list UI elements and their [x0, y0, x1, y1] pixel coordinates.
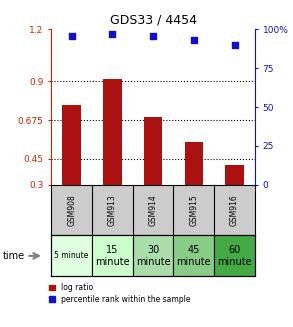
Text: GSM913: GSM913 — [108, 194, 117, 226]
Text: time: time — [3, 251, 25, 261]
Text: GSM916: GSM916 — [230, 194, 239, 226]
Text: 30
minute: 30 minute — [136, 245, 171, 267]
Text: 45
minute: 45 minute — [176, 245, 211, 267]
Bar — [133, 235, 173, 276]
Bar — [214, 235, 255, 276]
Bar — [173, 235, 214, 276]
Bar — [185, 143, 203, 185]
Point — [69, 33, 74, 38]
Bar — [62, 105, 81, 185]
Text: GSM908: GSM908 — [67, 194, 76, 226]
Point — [151, 33, 155, 38]
Bar — [51, 235, 92, 276]
Legend: log ratio, percentile rank within the sample: log ratio, percentile rank within the sa… — [49, 284, 191, 304]
Bar — [103, 79, 122, 185]
Bar — [225, 165, 244, 185]
Text: GSM914: GSM914 — [149, 194, 158, 226]
Text: 60
minute: 60 minute — [217, 245, 252, 267]
Bar — [92, 235, 133, 276]
Point — [232, 43, 237, 48]
Point — [192, 38, 196, 43]
Bar — [144, 117, 162, 185]
Title: GDS33 / 4454: GDS33 / 4454 — [110, 14, 197, 27]
Text: 15
minute: 15 minute — [95, 245, 130, 267]
Text: 5 minute: 5 minute — [54, 251, 89, 260]
Text: GSM915: GSM915 — [189, 194, 198, 226]
Point — [110, 31, 115, 37]
